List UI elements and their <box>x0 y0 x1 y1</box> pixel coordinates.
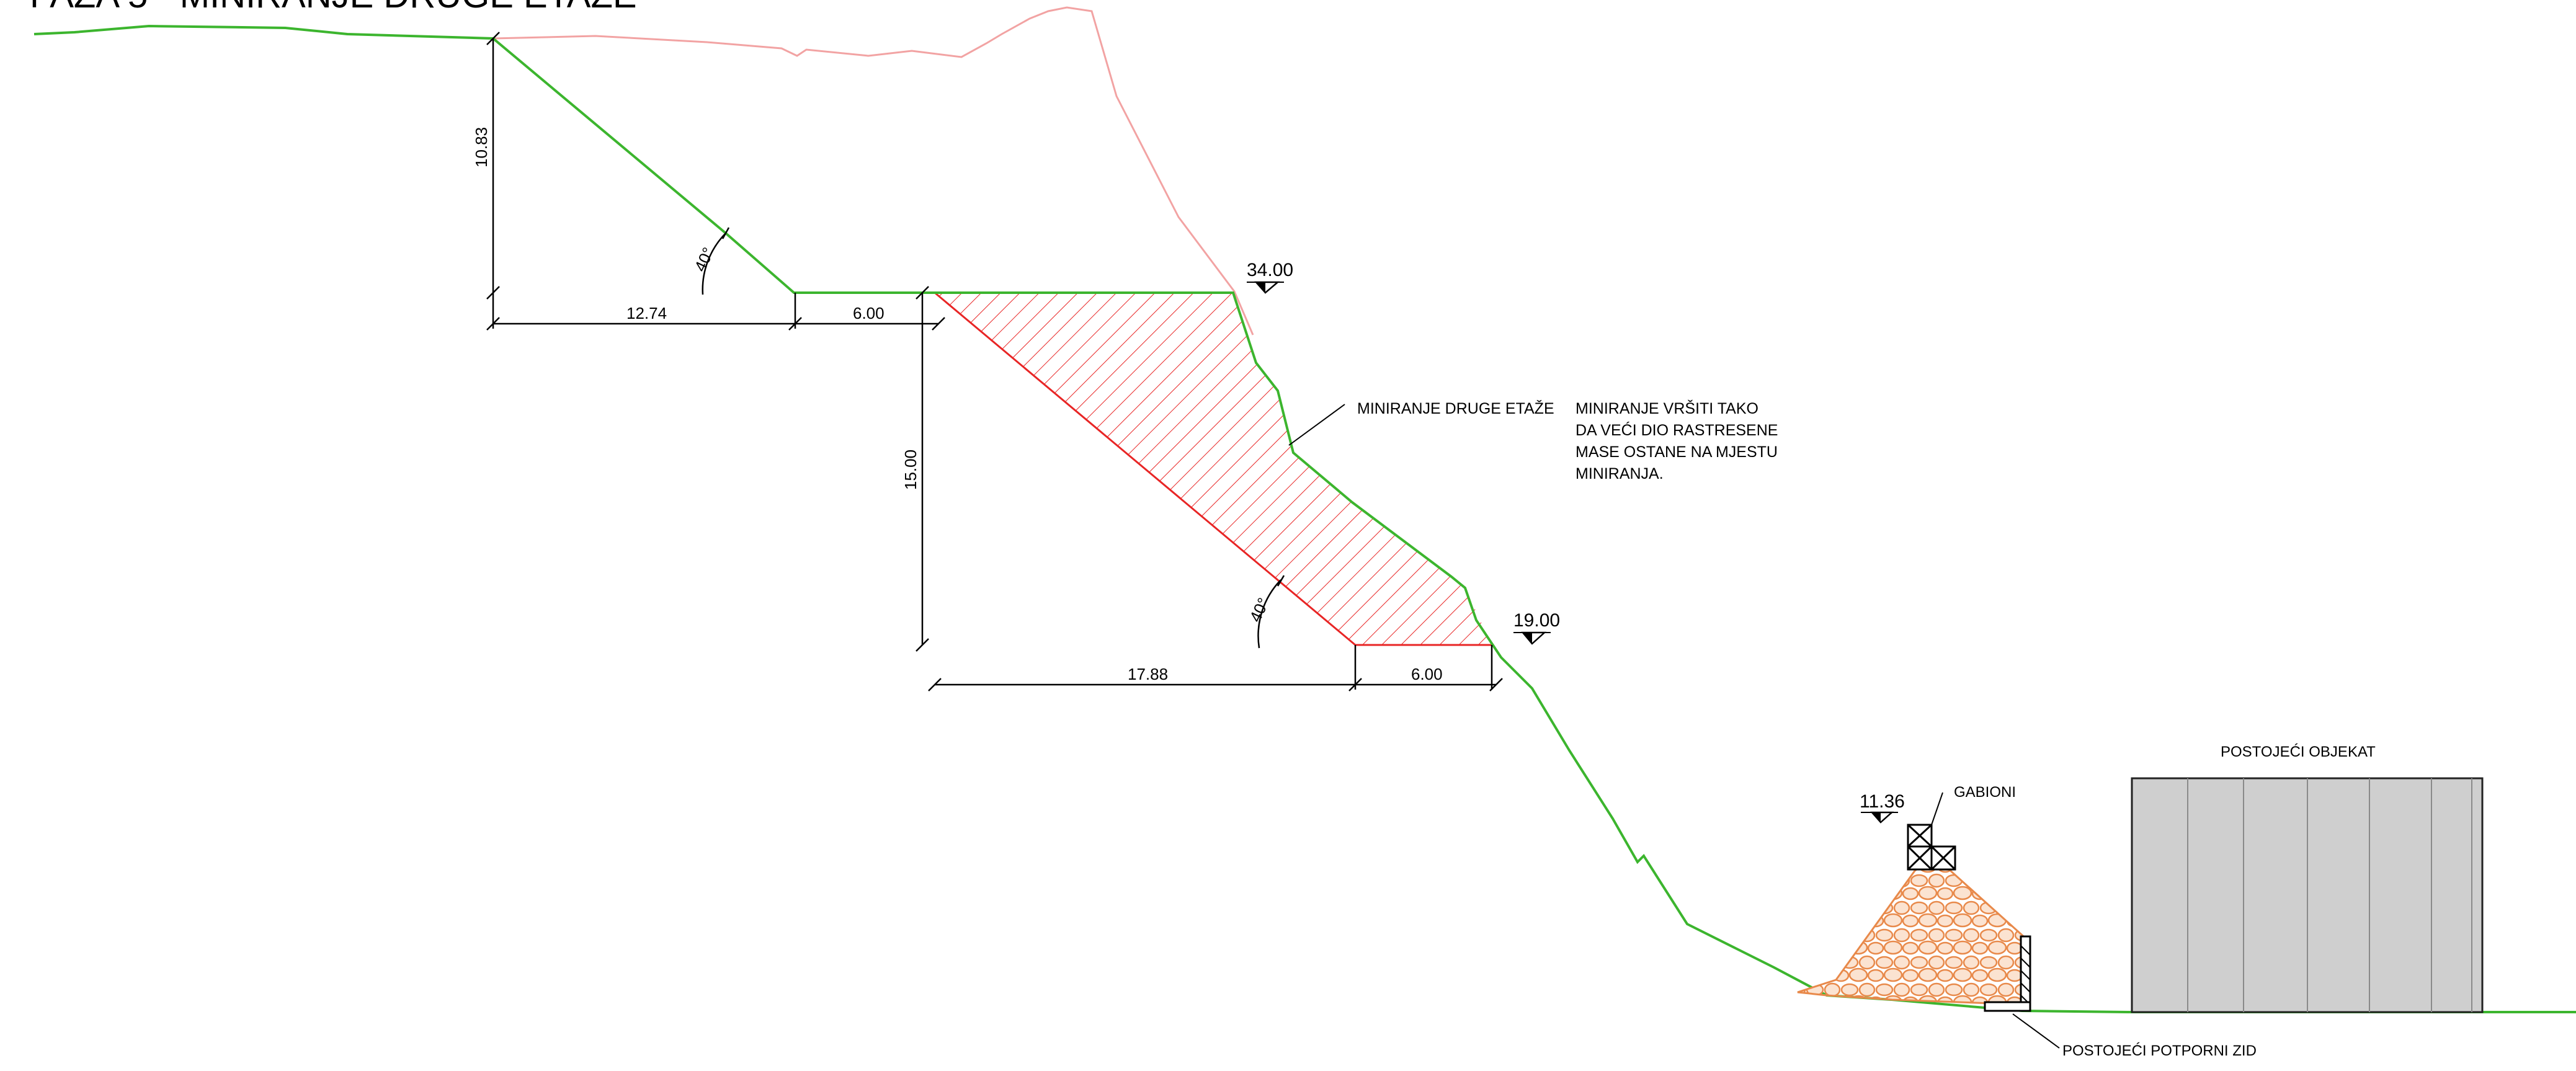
original-terrain-line <box>492 6 1254 336</box>
retaining-wall-label: POSTOJEĆI POTPORNI ZID <box>2062 1042 2257 1059</box>
retaining-wall <box>1984 935 2031 1012</box>
note-line-1: MINIRANJE VRŠITI TAKO <box>1575 399 1758 417</box>
elevation-marker-gabion: 11.36 <box>1860 791 1905 824</box>
blast-zone-label: MINIRANJE DRUGE ETAŽE <box>1357 399 1554 417</box>
dim-lower-berm: 6.00 <box>1411 665 1443 683</box>
dim-lower-horizontal: 17.88 <box>1128 665 1168 683</box>
gabion-leader <box>1931 792 1943 825</box>
elevation-gabion: 11.36 <box>1860 791 1905 812</box>
dimension-lines <box>486 32 1503 691</box>
note-line-3: MASE OSTANE NA MJESTU <box>1575 443 1778 461</box>
blast-zone-area <box>935 293 1492 645</box>
note-line-4: MINIRANJA. <box>1575 465 1664 482</box>
elevation-upper: 34.00 <box>1247 260 1293 280</box>
elevation-marker-upper: 34.00 <box>1247 260 1293 294</box>
note-line-2: DA VEĆI DIO RASTRESENE <box>1575 421 1778 439</box>
wall-leader <box>2012 1013 2060 1049</box>
dim-upper-height: 10.83 <box>472 127 491 167</box>
dim-upper-berm: 6.00 <box>853 304 885 322</box>
drawing-title: FAZA 5 - MINIRANJE DRUGE ETAŽE <box>30 0 637 16</box>
gabion-label: GABIONI <box>1954 784 2016 801</box>
elevation-lower: 19.00 <box>1513 610 1560 631</box>
lower-angle-label: 40° <box>1246 595 1273 624</box>
dim-lower-height: 15.00 <box>901 450 920 490</box>
fill-material <box>1797 867 2028 1006</box>
blasting-note: MINIRANJE VRŠITI TAKO DA VEĆI DIO RASTRE… <box>1575 399 1778 482</box>
blast-leader <box>1288 404 1345 446</box>
dim-upper-horizontal: 12.74 <box>626 304 667 322</box>
elevation-marker-lower: 19.00 <box>1513 610 1560 645</box>
gabions <box>1907 824 1956 871</box>
existing-building <box>2131 777 2484 1013</box>
building-label: POSTOJEĆI OBJEKAT <box>2221 744 2376 760</box>
